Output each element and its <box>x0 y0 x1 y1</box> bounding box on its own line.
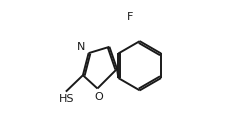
Text: O: O <box>95 92 103 102</box>
Text: F: F <box>126 12 133 22</box>
Text: HS: HS <box>59 94 74 104</box>
Text: N: N <box>77 42 85 52</box>
